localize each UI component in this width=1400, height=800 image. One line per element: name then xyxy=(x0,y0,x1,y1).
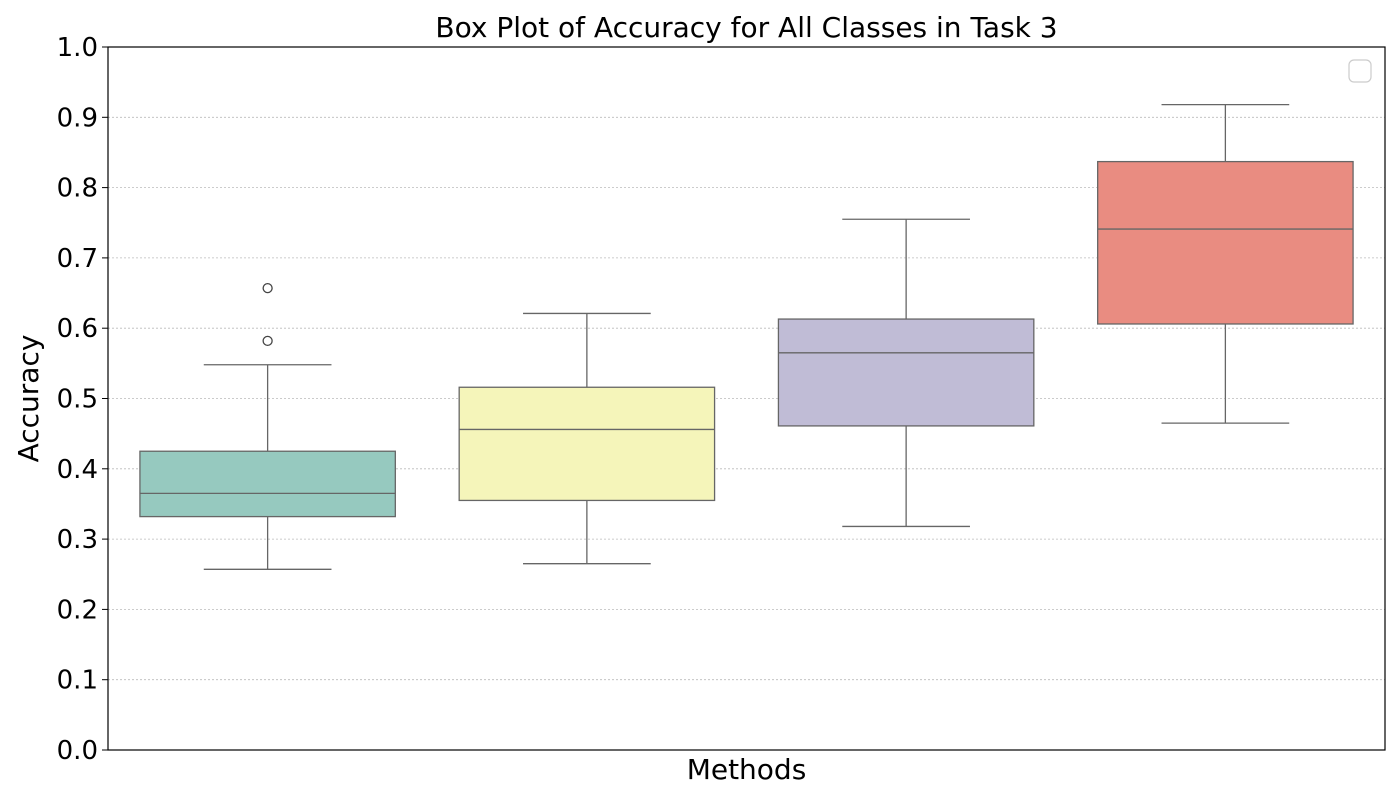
iqr-box xyxy=(458,386,716,502)
x-axis-label: Methods xyxy=(687,753,807,786)
y-tick-label: 0.6 xyxy=(57,314,98,344)
box-group xyxy=(458,312,716,565)
iqr-box xyxy=(777,318,1035,427)
iqr-box xyxy=(1097,160,1354,325)
y-tick-label: 0.4 xyxy=(57,455,98,485)
y-tick-label: 0.2 xyxy=(57,595,98,625)
legend-box xyxy=(1348,59,1372,83)
y-tick-label: 0.8 xyxy=(57,174,98,204)
box-group xyxy=(139,282,396,570)
y-axis-label: Accuracy xyxy=(12,335,45,463)
box-group xyxy=(1097,103,1354,424)
box-series xyxy=(139,103,1354,570)
chart-title: Box Plot of Accuracy for All Classes in … xyxy=(435,11,1057,44)
y-tick-label: 0.9 xyxy=(57,103,98,133)
box-group xyxy=(777,218,1035,528)
y-tick-label: 0.1 xyxy=(57,666,98,696)
iqr-box xyxy=(139,450,396,518)
y-tick-label: 0.7 xyxy=(57,244,98,274)
outlier-point xyxy=(262,282,273,294)
y-tick-label: 0.0 xyxy=(57,736,98,766)
y-axis-ticks: 0.0 0.1 0.2 0.3 0.4 0.5 0.6 0.7 0.8 0.9 1.0 xyxy=(57,33,108,766)
y-tick-label: 0.5 xyxy=(57,385,98,415)
y-tick-label: 0.3 xyxy=(57,525,98,555)
y-tick-label: 1.0 xyxy=(57,33,98,63)
outlier-point xyxy=(262,335,273,347)
